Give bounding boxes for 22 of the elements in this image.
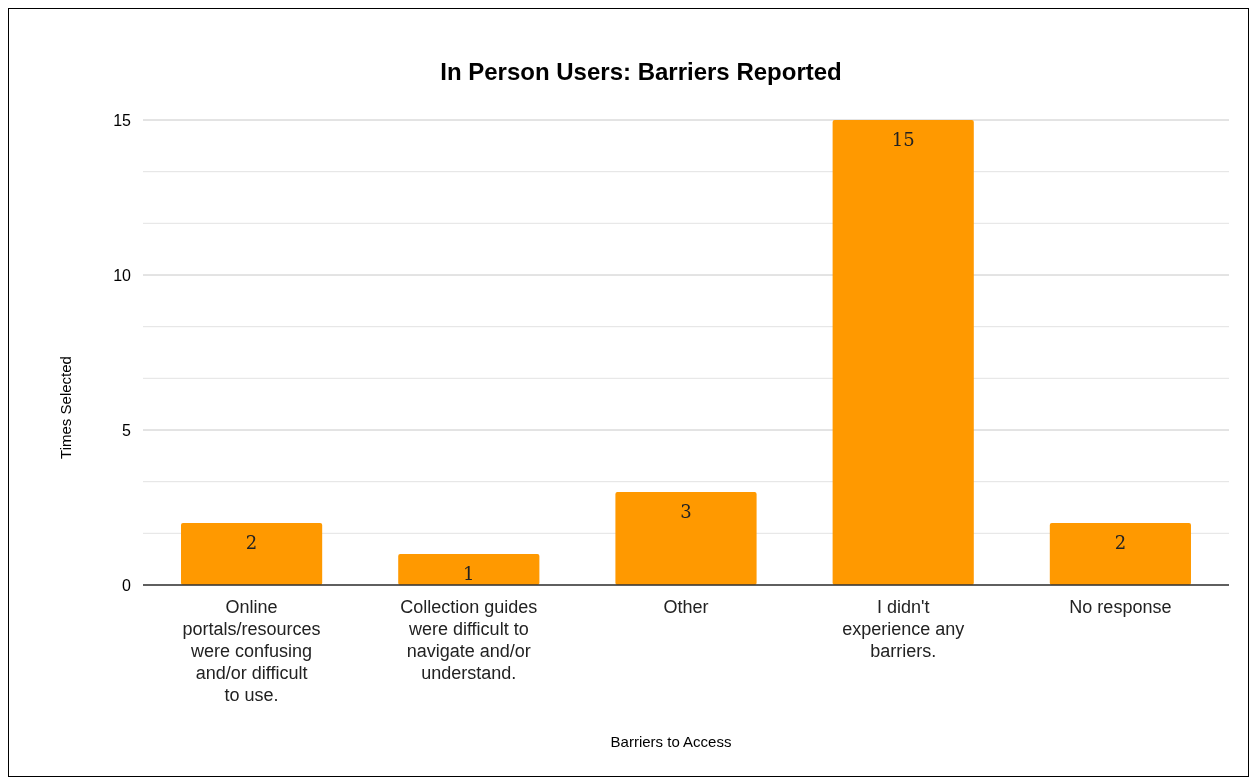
x-tick-label: Other <box>663 597 709 617</box>
chart-title: In Person Users: Barriers Reported <box>440 58 842 85</box>
bar <box>181 523 323 585</box>
bar <box>398 554 540 585</box>
y-tick-label: 5 <box>122 421 132 439</box>
data-label: 2 <box>245 532 258 553</box>
data-label: 2 <box>1114 532 1127 553</box>
x-tick-label: No response <box>1069 597 1172 617</box>
x-tick-label: Online portals/resources were confusing and/or difficult to use. <box>182 597 321 705</box>
data-label: 1 <box>463 563 475 584</box>
x-tick-label: I didn't experience any barriers. <box>842 597 965 661</box>
data-label: 3 <box>680 501 692 522</box>
bar <box>615 492 757 585</box>
y-tick-label: 10 <box>113 266 132 284</box>
y-tick-label: 0 <box>122 576 132 594</box>
data-label: 15 <box>891 129 915 150</box>
y-axis-title: Times Selected <box>57 356 74 459</box>
y-tick-label: 15 <box>113 111 132 129</box>
x-axis-title: Barriers to Access <box>610 733 732 750</box>
x-tick-label: Collection guides were difficult to navigate and/or understand. <box>400 597 538 683</box>
bar <box>832 120 974 585</box>
bar <box>1049 523 1191 585</box>
